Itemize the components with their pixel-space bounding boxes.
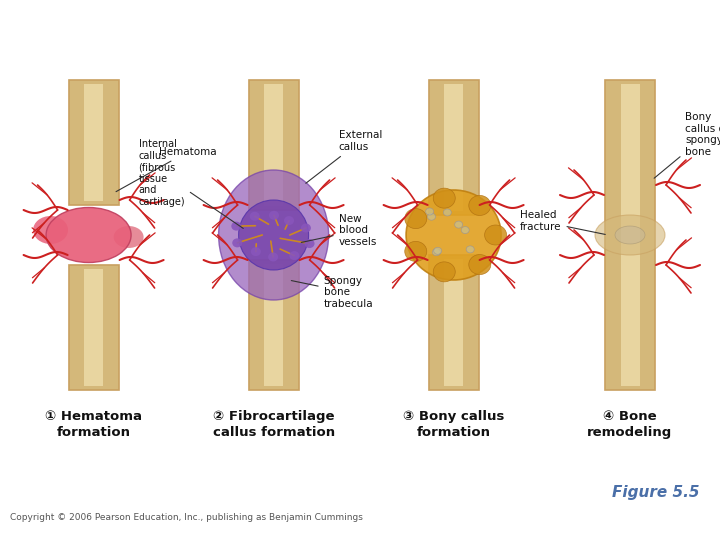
Text: formation: formation (57, 426, 130, 439)
Ellipse shape (269, 211, 279, 220)
Bar (621, 84, 639, 386)
Ellipse shape (615, 226, 645, 244)
Ellipse shape (238, 200, 309, 270)
Bar (444, 259, 463, 386)
Bar (84, 269, 103, 386)
Ellipse shape (233, 238, 242, 247)
Bar (264, 264, 283, 386)
Text: Healed
fracture: Healed fracture (520, 211, 606, 234)
Text: ④ Bone: ④ Bone (603, 410, 657, 423)
Ellipse shape (289, 251, 300, 260)
Ellipse shape (114, 226, 143, 248)
Ellipse shape (405, 208, 427, 228)
Ellipse shape (305, 239, 315, 248)
Ellipse shape (46, 207, 131, 262)
Ellipse shape (467, 246, 474, 253)
Text: Hematoma: Hematoma (116, 147, 216, 192)
Text: ① Hematoma: ① Hematoma (45, 410, 142, 423)
Text: Bony
callus of
spongy
bone: Bony callus of spongy bone (654, 112, 720, 178)
Ellipse shape (485, 225, 507, 245)
Text: Spongy
bone
trabecula: Spongy bone trabecula (292, 276, 373, 309)
Bar (68, 80, 119, 205)
Ellipse shape (469, 254, 491, 274)
Ellipse shape (595, 215, 665, 255)
Bar (428, 255, 479, 390)
Ellipse shape (433, 262, 455, 282)
Ellipse shape (251, 247, 261, 256)
Ellipse shape (250, 212, 260, 221)
Bar (248, 260, 299, 390)
Text: remodeling: remodeling (588, 426, 672, 439)
Ellipse shape (433, 247, 441, 254)
Ellipse shape (231, 221, 241, 231)
Ellipse shape (284, 216, 294, 225)
Bar (248, 80, 299, 210)
Ellipse shape (301, 224, 311, 233)
Text: New
blood
vessels: New blood vessels (301, 214, 377, 247)
Bar (68, 265, 119, 390)
Ellipse shape (406, 190, 501, 280)
Text: callus formation: callus formation (212, 426, 335, 439)
Ellipse shape (469, 195, 491, 215)
Text: ③ Bony callus: ③ Bony callus (403, 410, 504, 423)
Bar (605, 80, 655, 390)
Text: External
callus: External callus (306, 130, 382, 183)
Ellipse shape (433, 188, 455, 208)
Text: Copyright © 2006 Pearson Education, Inc., publishing as Benjamin Cummings: Copyright © 2006 Pearson Education, Inc.… (10, 513, 363, 522)
Bar (444, 84, 463, 211)
Bar (84, 84, 103, 201)
Ellipse shape (444, 209, 451, 216)
Text: ② Fibrocartilage: ② Fibrocartilage (213, 410, 334, 423)
Ellipse shape (433, 249, 441, 256)
Bar (264, 84, 283, 206)
Bar (428, 80, 479, 215)
Ellipse shape (426, 208, 433, 215)
Text: Internal
callus
(fibrous
tissue
and
cartilage): Internal callus (fibrous tissue and cart… (139, 139, 243, 228)
Text: Figure 5.5: Figure 5.5 (613, 485, 700, 500)
Ellipse shape (33, 216, 68, 244)
Ellipse shape (219, 170, 328, 300)
Ellipse shape (454, 221, 463, 228)
Ellipse shape (268, 253, 278, 261)
Ellipse shape (405, 241, 427, 261)
Ellipse shape (462, 227, 469, 234)
Ellipse shape (428, 213, 436, 220)
Text: formation: formation (417, 426, 490, 439)
